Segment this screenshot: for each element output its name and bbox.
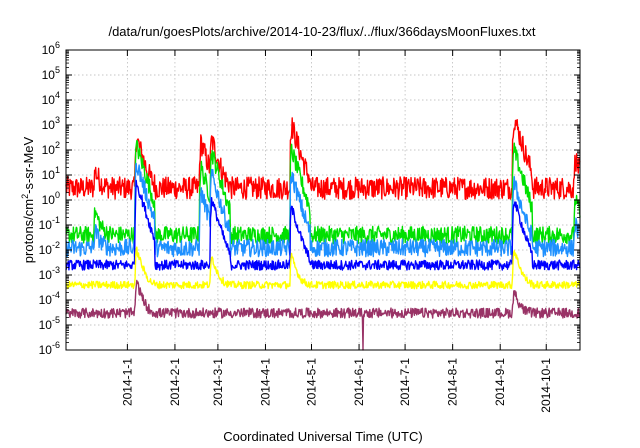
- x-tick-label: 2014-2-1: [168, 358, 182, 406]
- x-tick-label: 2014-8-1: [446, 358, 460, 406]
- y-tick-label: 10-1: [39, 215, 60, 232]
- y-tick-label: 10-2: [39, 240, 60, 257]
- y-tick-label: 104: [42, 90, 60, 107]
- x-axis-label: Coordinated Universal Time (UTC): [223, 429, 422, 444]
- y-tick-label: 105: [42, 65, 60, 82]
- x-axis: 2014-1-1 2014-2-1 2014-3-1 2014-4-1 2014-5-1…: [120, 50, 553, 413]
- x-tick-label: 2014-1-1: [120, 358, 134, 406]
- y-tick-label: 100: [42, 190, 60, 207]
- plot-area: [65, 117, 581, 351]
- flux-series-line: [65, 139, 581, 245]
- y-tick-label: 10-6: [39, 340, 60, 357]
- flux-series-line: [65, 279, 581, 351]
- y-tick-label: 10-3: [39, 265, 60, 282]
- grid: [66, 50, 580, 350]
- y-tick-label: 103: [42, 115, 60, 132]
- flux-series-line: [65, 179, 581, 271]
- x-tick-label: 2014-10-1: [539, 358, 553, 413]
- flux-series-line: [65, 162, 581, 258]
- x-tick-label: 2014-5-1: [304, 358, 318, 406]
- y-tick-label: 106: [42, 40, 60, 57]
- y-tick-label: 10-4: [39, 290, 60, 307]
- y-tick-label: 101: [42, 165, 60, 182]
- x-tick-label: 2014-3-1: [211, 358, 225, 406]
- y-tick-label: 10-5: [39, 315, 60, 332]
- x-tick-label: 2014-4-1: [258, 358, 272, 406]
- x-tick-label: 2014-9-1: [493, 358, 507, 406]
- y-axis-label: protons/cm2-s-sr-MeV: [20, 136, 36, 263]
- y-tick-label: 102: [42, 140, 60, 157]
- chart-title: /data/run/goesPlots/archive/2014-10-23/f…: [108, 24, 535, 39]
- y-axis: 10-6 10-5 10-4 10-3 10-2 10-1 100 101 102 103 104 1…: [39, 40, 580, 357]
- flux-series-line: [65, 117, 581, 201]
- flux-series-line: [65, 246, 581, 290]
- x-tick-label: 2014-7-1: [398, 358, 412, 406]
- x-tick-label: 2014-6-1: [352, 358, 366, 406]
